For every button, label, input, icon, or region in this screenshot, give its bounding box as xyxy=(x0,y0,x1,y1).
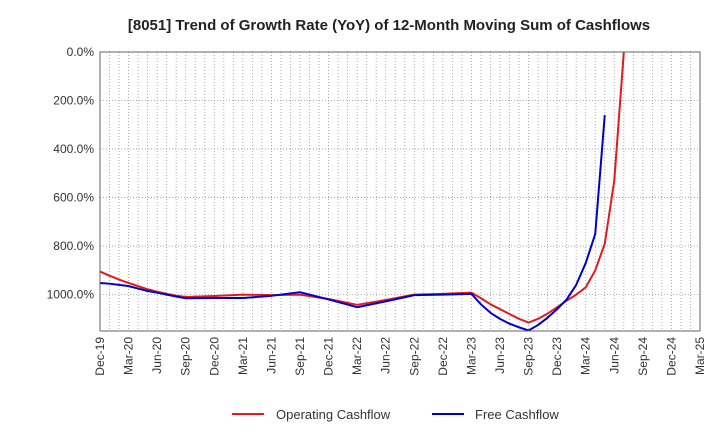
plot-area xyxy=(100,52,700,331)
legend-label-free-cashflow: Free Cashflow xyxy=(475,407,559,422)
x-tick-label: Sep-20 xyxy=(179,337,193,376)
series-line-free-cashflow xyxy=(99,115,606,332)
x-tick-label: Dec-24 xyxy=(664,337,678,376)
y-tick-label: 800.0% xyxy=(53,239,94,253)
x-tick-label: Sep-22 xyxy=(407,337,421,376)
x-tick-label: Mar-22 xyxy=(350,337,364,375)
y-tick-label: 600.0% xyxy=(53,191,94,205)
x-tick-label: Jun-22 xyxy=(379,337,393,374)
x-tick-label: Dec-20 xyxy=(207,337,221,376)
y-tick-label: 400.0% xyxy=(53,142,94,156)
x-tick-label: Sep-21 xyxy=(293,337,307,376)
x-tick-label: Mar-23 xyxy=(464,337,478,375)
x-tick-label: Dec-21 xyxy=(322,337,336,376)
x-tick-label: Mar-25 xyxy=(693,337,707,375)
legend-label-operating-cashflow: Operating Cashflow xyxy=(276,407,391,422)
x-tick-label: Dec-23 xyxy=(550,337,564,376)
x-tick-label: Jun-20 xyxy=(150,337,164,374)
x-tick-label: Jun-21 xyxy=(264,337,278,374)
y-axis-tick-labels: 1000.0% 800.0% 600.0% 400.0% 200.0% 0.0% xyxy=(47,45,95,302)
x-tick-label: Sep-24 xyxy=(636,337,650,376)
x-tick-label: Mar-21 xyxy=(236,337,250,375)
x-axis-tick-labels: Dec-19 Mar-20 Jun-20 Sep-20 Dec-20 Mar-21 Jun-… xyxy=(93,337,707,376)
x-tick-label: Mar-24 xyxy=(579,337,593,375)
chart-title: [8051] Trend of Growth Rate (YoY) of 12-… xyxy=(128,17,650,34)
plot-border xyxy=(99,51,701,332)
x-tick-label: Jun-23 xyxy=(493,337,507,374)
x-tick-label: Dec-19 xyxy=(93,337,107,376)
x-tick-label: Jun-24 xyxy=(607,337,621,374)
y-tick-label: 1000.0% xyxy=(47,288,95,302)
x-tick-label: Dec-22 xyxy=(436,337,450,376)
x-tick-label: Sep-23 xyxy=(522,337,536,376)
x-tick-label: Mar-20 xyxy=(122,337,136,375)
y-tick-label: 200.0% xyxy=(53,94,94,108)
legend: Operating Cashflow Free Cashflow xyxy=(232,407,559,422)
series-lines xyxy=(99,51,625,332)
y-tick-label: 0.0% xyxy=(67,45,95,59)
